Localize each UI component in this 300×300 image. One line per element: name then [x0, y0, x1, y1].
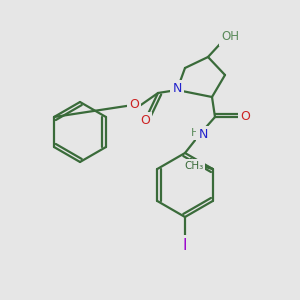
Text: O: O	[129, 98, 139, 110]
Text: OH: OH	[221, 31, 239, 44]
Text: N: N	[198, 128, 208, 142]
Text: I: I	[183, 238, 187, 253]
Text: N: N	[172, 82, 182, 95]
Text: O: O	[240, 110, 250, 124]
Text: H: H	[191, 128, 199, 138]
Text: O: O	[140, 115, 150, 128]
Text: CH₃: CH₃	[184, 161, 203, 171]
